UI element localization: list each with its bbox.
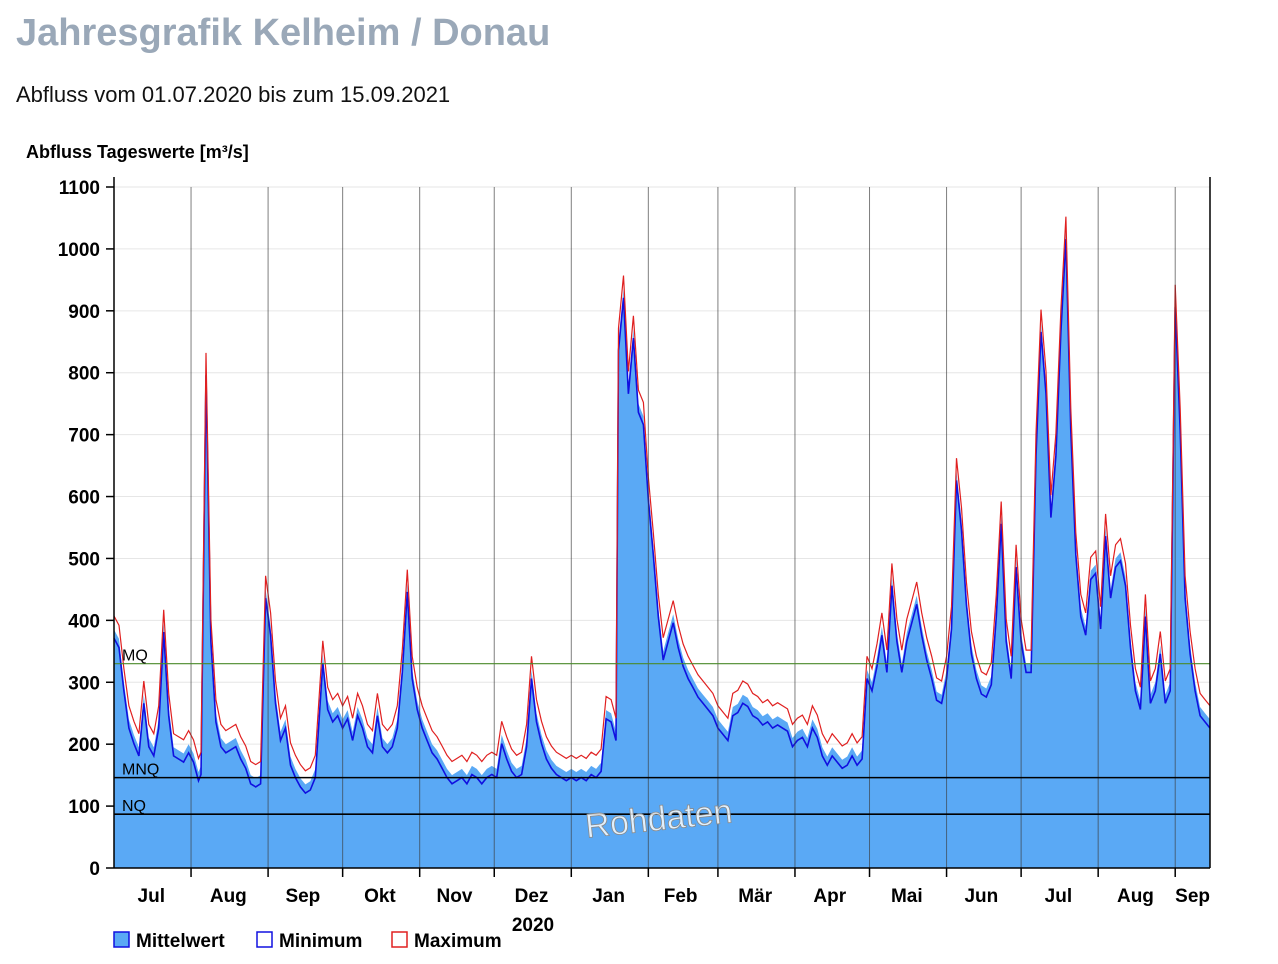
y-tick-label: 1000	[58, 240, 100, 261]
y-tick-label: 600	[68, 488, 100, 509]
x-tick-label: Jun	[964, 886, 998, 907]
series-line-maximum	[113, 216, 1211, 772]
reference-label-nq: NQ	[122, 798, 146, 815]
x-tick-label: Okt	[364, 886, 396, 907]
series-area-mittelwert	[114, 230, 1210, 869]
y-tick-label: 100	[68, 797, 100, 818]
plot-area	[113, 216, 1211, 869]
page-title: Jahresgrafik Kelheim / Donau	[16, 12, 551, 54]
y-tick-label: 800	[68, 364, 100, 385]
x-tick-label: Jul	[1045, 886, 1072, 907]
grid-lines	[114, 186, 1210, 807]
y-axis-label: Abfluss Tageswerte [m³/s]	[26, 142, 249, 162]
legend-label-mittelwert: Mittelwert	[136, 931, 225, 952]
legend-swatch-mittelwert	[113, 931, 130, 948]
x-year-label: 2020	[512, 915, 554, 936]
reference-label-mq: MQ	[122, 648, 148, 665]
y-tick-label: 400	[68, 611, 100, 632]
x-tick-label: Dez	[515, 886, 549, 907]
x-tick-label: Sep	[1175, 886, 1210, 907]
y-tick-label: 0	[89, 859, 100, 880]
legend-label-minimum: Minimum	[279, 931, 362, 952]
x-tick-label: Mär	[738, 886, 772, 907]
y-tick-label: 900	[68, 302, 100, 323]
x-tick-label: Jan	[592, 886, 625, 907]
axes: 0 100 200 300 400 500 600 700 800 900 1000 1100	[58, 177, 1211, 880]
x-tick-label: Apr	[813, 886, 846, 907]
y-tick-label: 700	[68, 426, 100, 447]
x-tick-label: Aug	[1117, 886, 1154, 907]
y-tick-label: 300	[68, 673, 100, 694]
x-tick-labels: Jul Aug Sep Okt Nov Dez Jan Feb Mär Apr Mai Jun Jul A…	[138, 886, 1210, 907]
page-subtitle: Abfluss vom 01.07.2020 bis zum 15.09.202…	[16, 82, 451, 107]
y-tick-label: 1100	[59, 178, 100, 199]
legend-label-maximum: Maximum	[414, 931, 502, 952]
reference-lines: MQ MNQ NQ	[114, 648, 1210, 815]
legend-swatch-maximum	[391, 931, 408, 948]
x-tick-label: Sep	[285, 886, 320, 907]
reference-label-mnq: MNQ	[122, 762, 159, 779]
legend: Mittelwert Minimum Maximum	[113, 931, 502, 952]
x-tick-label: Jul	[138, 886, 165, 907]
discharge-chart: Abfluss Tageswerte [m³/s] MQ MNQ NQ 0 100 20…	[26, 142, 1211, 952]
y-tick-label: 200	[68, 735, 100, 756]
series-line-minimum	[113, 238, 1211, 795]
x-tick-label: Nov	[437, 886, 473, 907]
x-tick-label: Mai	[891, 886, 923, 907]
month-separators	[190, 187, 1176, 868]
y-tick-label: 500	[68, 549, 100, 570]
x-tick-label: Feb	[664, 886, 698, 907]
legend-swatch-minimum	[256, 931, 273, 948]
x-tick-label: Aug	[210, 886, 247, 907]
